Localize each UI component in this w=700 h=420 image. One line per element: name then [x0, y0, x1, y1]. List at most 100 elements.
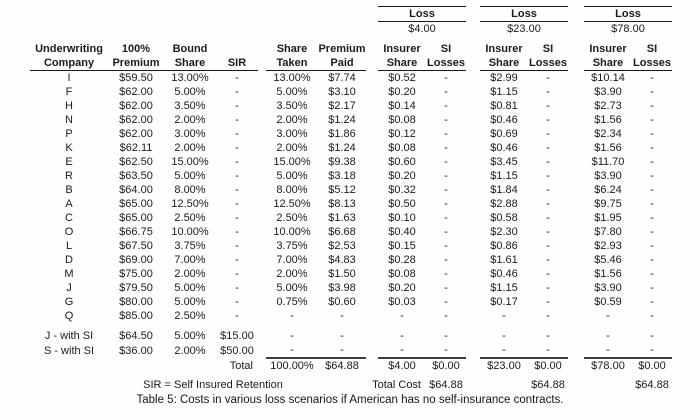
value-cell: - [650, 170, 654, 182]
value-cell: $6.68 [328, 226, 356, 238]
column-gap [466, 22, 480, 37]
column-gap [258, 225, 266, 239]
value-cell: $1.84 [490, 184, 518, 196]
value-cell: 2.00% [174, 114, 206, 126]
table-row: M $75.00 2.00% - 2.00% $1.50 $0.08 - $0.46 - $1.56… [30, 267, 672, 281]
value-cell: - [546, 226, 550, 238]
value-cell: 3.50% [174, 100, 206, 112]
value-cell: - [444, 212, 448, 224]
value-cell: - [444, 156, 448, 168]
total-insurer-share-3: $78.00 [584, 357, 632, 373]
column-gap [568, 343, 584, 358]
total-insurer-share-1: $4.00 [378, 357, 426, 373]
value-cell: - [546, 310, 550, 322]
value-cell: $0.03 [388, 296, 416, 308]
value-cell: - [444, 282, 448, 294]
table-row: G $80.00 5.00% - 0.75% $0.60 $0.03 - $0.17 - $0.59… [30, 295, 672, 309]
total-si-losses-2: $0.00 [528, 357, 568, 373]
header-paid-1: Premium [318, 43, 366, 55]
value-cell: $1.56 [594, 142, 622, 154]
column-gap [366, 309, 378, 323]
value-cell: $65.00 [119, 198, 153, 210]
value-cell: $3.45 [490, 156, 518, 168]
column-gap [366, 295, 378, 309]
header-company-1: Underwriting [35, 43, 103, 55]
table-row-with-si: S - with SI $36.00 2.00% $50.00 - - - - - - - - [30, 343, 672, 358]
value-cell: $10.14 [591, 72, 625, 84]
value-cell: - [400, 330, 404, 342]
value-cell: $0.40 [388, 226, 416, 238]
table-row: Q $85.00 2.50% - - - - - - - - - [30, 309, 672, 323]
column-gap [366, 99, 378, 113]
value-cell: $0.69 [490, 128, 518, 140]
column-gap [366, 225, 378, 239]
column-gap [258, 169, 266, 183]
company-cell: N [65, 114, 73, 126]
total-label: Total [229, 359, 253, 372]
table-row: N $62.00 2.00% - 2.00% $1.24 $0.08 - $0.46 - $1.56… [30, 113, 672, 127]
value-cell: - [444, 198, 448, 210]
column-gap [568, 85, 584, 99]
value-cell: $62.00 [119, 114, 153, 126]
value-cell: 3.00% [174, 128, 206, 140]
value-cell: - [340, 344, 344, 356]
column-gap [466, 71, 480, 86]
main-rows: I $59.50 13.00% - 13.00% $7.74 $0.52 - $2.99 - $10… [30, 71, 672, 324]
value-cell: $0.86 [490, 240, 518, 252]
column-gap [568, 42, 584, 56]
value-cell: $3.98 [328, 282, 356, 294]
empty-cell [164, 358, 216, 373]
company-cell: J [66, 282, 72, 294]
value-cell: $0.20 [388, 282, 416, 294]
column-gap [258, 71, 266, 86]
value-cell: $9.38 [328, 156, 356, 168]
column-gap [258, 295, 266, 309]
column-gap [258, 211, 266, 225]
value-cell: - [444, 170, 448, 182]
loss-group-2-amount: $23.00 [507, 23, 541, 35]
value-cell: $0.10 [388, 212, 416, 224]
company-cell: G [64, 296, 74, 308]
total-cost-label: Total Cost [372, 379, 421, 391]
value-cell: 5.00% [276, 170, 308, 182]
column-gap [568, 113, 584, 127]
loss-group-3-amount: $78.00 [611, 23, 645, 35]
header-insurer3-2: Share [584, 56, 632, 71]
column-gap [466, 155, 480, 169]
value-cell: $1.15 [490, 170, 518, 182]
column-gap [258, 183, 266, 197]
value-cell: $1.24 [328, 114, 356, 126]
value-cell: $0.50 [388, 198, 416, 210]
value-cell: - [235, 170, 239, 182]
company-cell: M [64, 268, 74, 280]
value-cell: 0.75% [276, 296, 308, 308]
value-cell: - [546, 240, 550, 252]
value-cell: - [235, 86, 239, 98]
header-si1-1: SI [440, 43, 452, 55]
value-cell: 7.00% [174, 254, 206, 266]
value-cell: $1.15 [490, 86, 518, 98]
value-cell: $7.74 [328, 72, 356, 84]
value-cell: $3.18 [328, 170, 356, 182]
value-cell: $3.90 [594, 86, 622, 98]
value-cell: - [650, 254, 654, 266]
value-cell: - [235, 268, 239, 280]
value-cell: - [606, 310, 610, 322]
column-gap [258, 197, 266, 211]
column-gap [466, 239, 480, 253]
table-row: E $62.50 15.00% - 15.00% $9.38 $0.60 - $3.45 - $11… [30, 155, 672, 169]
header-row-2: Company Premium Share SIR Taken Paid Sha… [30, 56, 672, 71]
value-cell: $6.24 [594, 184, 622, 196]
value-cell: - [650, 100, 654, 112]
value-cell: - [444, 72, 448, 84]
value-cell: - [650, 114, 654, 126]
table-row: L $67.50 3.75% - 3.75% $2.53 $0.15 - $0.86 - $2.93… [30, 239, 672, 253]
value-cell: $0.46 [490, 142, 518, 154]
header-paid-2: Paid [318, 56, 366, 71]
column-gap [258, 113, 266, 127]
value-cell: 2.00% [276, 114, 308, 126]
value-cell: $2.73 [594, 100, 622, 112]
value-cell: - [502, 310, 506, 322]
table-row: A $65.00 12.50% - 12.50% $8.13 $0.50 - $2.88 - $9.… [30, 197, 672, 211]
